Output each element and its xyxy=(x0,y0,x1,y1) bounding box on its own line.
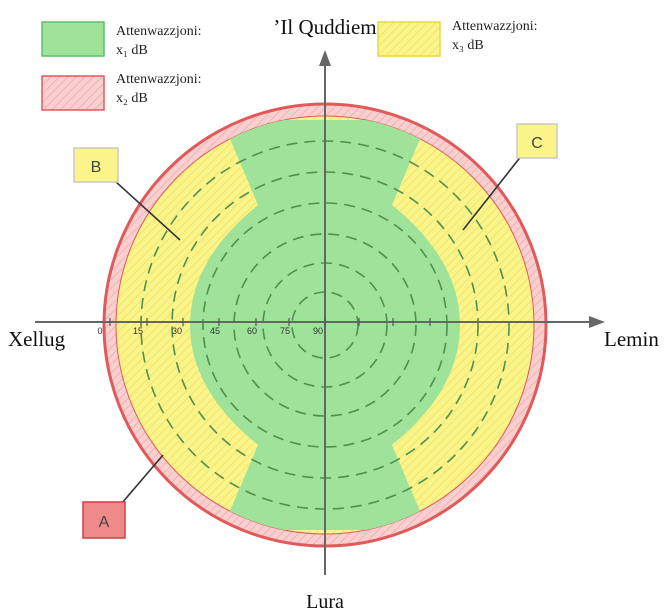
tick-label-0: 0 xyxy=(97,326,102,336)
callout-b-text: B xyxy=(91,159,102,176)
legend-swatch-x1 xyxy=(41,21,105,57)
callout-a: A xyxy=(82,501,126,539)
legend-x2-line1: Attenwazzjoni: xyxy=(116,72,202,87)
legend-x2-line2: x₂ dB xyxy=(116,91,148,106)
callout-c-text: C xyxy=(531,135,543,152)
legend-x3-line1: Attenwazzjoni: xyxy=(452,19,538,34)
callout-b: B xyxy=(73,147,119,183)
legend-x1-line1: Attenwazzjoni: xyxy=(116,24,202,39)
legend: Attenwazzjoni: x₁ dB Attenwazzjoni: x₂ d… xyxy=(41,19,538,111)
tick-label-60: 60 xyxy=(247,326,257,336)
axis-label-front: ’Il Quddiem xyxy=(273,15,376,39)
legend-swatch-x3 xyxy=(377,21,441,57)
axis-label-back: Lura xyxy=(306,591,344,613)
legend-x1-line2: x₁ dB xyxy=(116,43,148,58)
tick-label-30: 30 xyxy=(172,326,182,336)
tick-label-15: 15 xyxy=(133,326,143,336)
callout-leaders xyxy=(104,154,523,504)
callout-a-text: A xyxy=(99,514,110,531)
legend-swatch-x2 xyxy=(41,75,105,111)
legend-x3-line2: x₃ dB xyxy=(452,38,484,53)
callout-c: C xyxy=(516,123,558,159)
tick-label-90: 90 xyxy=(313,326,323,336)
axis-label-right: Lemin xyxy=(604,327,659,351)
axis-label-left: Xellug xyxy=(8,327,66,351)
axis-ticks xyxy=(109,318,431,326)
tick-label-75: 75 xyxy=(280,326,290,336)
tick-label-45: 45 xyxy=(210,326,220,336)
